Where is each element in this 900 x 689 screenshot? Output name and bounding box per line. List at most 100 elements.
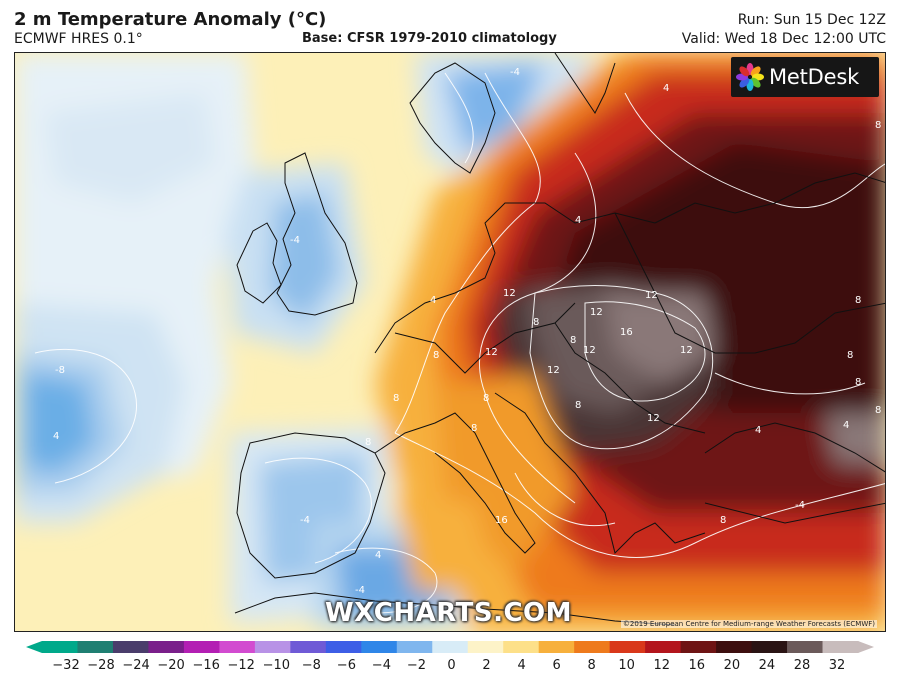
colorbar-min-arrow: [26, 641, 42, 653]
black-sea-north-coast: [704, 422, 885, 473]
colorbar-tick-label: −2: [406, 658, 427, 673]
contour-label-minus-4: -4: [510, 67, 520, 78]
colorbar-segment: [42, 641, 79, 653]
colorbar-segment: [396, 641, 433, 653]
contour-label-8: 8: [847, 350, 853, 361]
colorbar-tick-label: 12: [653, 658, 671, 673]
contour-label-8: 8: [433, 350, 439, 361]
contour-label-8: 16: [495, 515, 508, 526]
contour-label-minus-4: -8: [55, 365, 65, 376]
colorbar-tick-label: −16: [192, 658, 220, 673]
anomaly-map: 12 12 12 16 12 12 12 12 12 8 8 8 8 8 8 8…: [14, 52, 886, 632]
contour-label-4: 4: [375, 550, 381, 561]
colorbar-segment: [716, 641, 753, 653]
metdesk-logo: MetDesk: [731, 57, 879, 97]
colorbar-tick-label: 28: [793, 658, 811, 673]
colorbar-segment: [219, 641, 256, 653]
colorbar-segment: [183, 641, 220, 653]
contour-label-8: 8: [855, 377, 861, 388]
colorbar-tick-label: −6: [336, 658, 356, 673]
colorbar-scale: [26, 641, 874, 653]
colorbar-segment: [645, 641, 682, 653]
contour-label-minus-4: -4: [300, 515, 310, 526]
baltic-coast: [554, 53, 616, 114]
contour-label-12: 12: [680, 345, 693, 356]
contour-label-4: 4: [663, 83, 669, 94]
colorbar-segment: [467, 641, 504, 653]
colorbar-tick-label: −20: [157, 658, 185, 673]
contour-label-8: 8: [533, 317, 539, 328]
colorbar-tick-label: −12: [227, 658, 255, 673]
colorbar-segment: [290, 641, 327, 653]
colorbar-segment: [787, 641, 824, 653]
colorbar-segment: [254, 641, 291, 653]
colorbar-tick-label: 24: [758, 658, 776, 673]
colorbar-max-arrow: [858, 641, 874, 653]
great-britain-coast: [276, 152, 358, 316]
contour-label-8: 8: [875, 405, 881, 416]
colorbar-segment: [325, 641, 362, 653]
contour-label-4: 4: [53, 431, 59, 442]
ecmwf-copyright: ©2019 European Centre for Medium-range W…: [620, 620, 877, 628]
colorbar-tick-label: −4: [371, 658, 391, 673]
coastlines: [234, 53, 885, 626]
metdesk-flower-icon: [736, 63, 764, 91]
contour-label-12: 12: [590, 307, 603, 318]
contour-label-4: -4: [795, 500, 805, 511]
colorbar-tick-label: 20: [723, 658, 741, 673]
colorbar-tick-label: 4: [517, 658, 526, 673]
black-sea-south-coast: [704, 502, 885, 524]
colorbar-segment: [361, 641, 398, 653]
colorbar-segment: [822, 641, 859, 653]
contour-label-8: 8: [365, 437, 371, 448]
contour-label-12: 12: [485, 347, 498, 358]
colorbar-tick-label: −10: [262, 658, 291, 673]
contour-label-minus-4: -4: [290, 235, 300, 246]
colorbar-tick-label: −28: [87, 658, 115, 673]
colorbar-tick-label: −8: [301, 658, 321, 673]
colorbar-segment: [503, 641, 540, 653]
run-time-label: Run: Sun 15 Dec 12Z: [737, 12, 886, 28]
contour-label-8: 8: [570, 335, 576, 346]
anomaly-field: [15, 53, 885, 631]
contour-label-16: 4: [843, 420, 849, 431]
colorbar-tick-label: 2: [482, 658, 491, 673]
colorbar-segment: [574, 641, 611, 653]
colorbar-tick-label: 10: [618, 658, 635, 673]
climatology-base-label: Base: CFSR 1979-2010 climatology: [302, 31, 557, 46]
model-label: ECMWF HRES 0.1°: [14, 31, 143, 47]
colorbar-segment: [77, 641, 114, 653]
colorbar-tick-label: 8: [587, 658, 596, 673]
colorbar-tick-label: 16: [688, 658, 706, 673]
contour-label-8: 8: [575, 400, 581, 411]
colorbar-tick-label: 32: [828, 658, 846, 673]
contour-label-8: 8: [471, 423, 477, 434]
contour-label-16: 16: [620, 327, 633, 338]
contour-label-8: 8: [393, 393, 399, 404]
contour-label-minus-4: -4: [355, 585, 365, 596]
iberia-coast: [236, 432, 386, 579]
colorbar-tick-label: 0: [447, 658, 456, 673]
border-baltic-states: [654, 172, 885, 224]
wxcharts-watermark: WXCHARTS.COM: [325, 598, 573, 628]
colorbar-segment: [751, 641, 788, 653]
adriatic-balkan-coast: [494, 392, 706, 554]
contour-label-8: 8: [875, 120, 881, 131]
valid-time-label: Valid: Wed 18 Dec 12:00 UTC: [681, 31, 886, 47]
colorbar-segment: [112, 641, 150, 653]
colorbar-segment: [609, 641, 646, 653]
contour-label-12: 12: [547, 365, 560, 376]
contour-label-8: 8: [855, 295, 861, 306]
colorbar-tick-label: −24: [122, 658, 150, 673]
colorbar-tick-labels: −32 −28 −24 −20 −16 −12 −10 −8 −6 −4 −2 0 2 4 6 8 10 12 16…: [26, 658, 874, 676]
colorbar-segment: [680, 641, 717, 653]
colorbar-tick-label: 6: [552, 658, 561, 673]
contour-label-12: 12: [583, 345, 596, 356]
contour-label-8: 8: [720, 515, 726, 526]
contour-label-12: 12: [503, 288, 516, 299]
map-canvas: 12 12 12 16 12 12 12 12 12 8 8 8 8 8 8 8…: [15, 53, 885, 631]
north-sea-coast: [374, 202, 656, 354]
contour-label-12: 12: [647, 413, 660, 424]
colorbar: [26, 641, 874, 653]
border-central-europe: [554, 322, 706, 434]
